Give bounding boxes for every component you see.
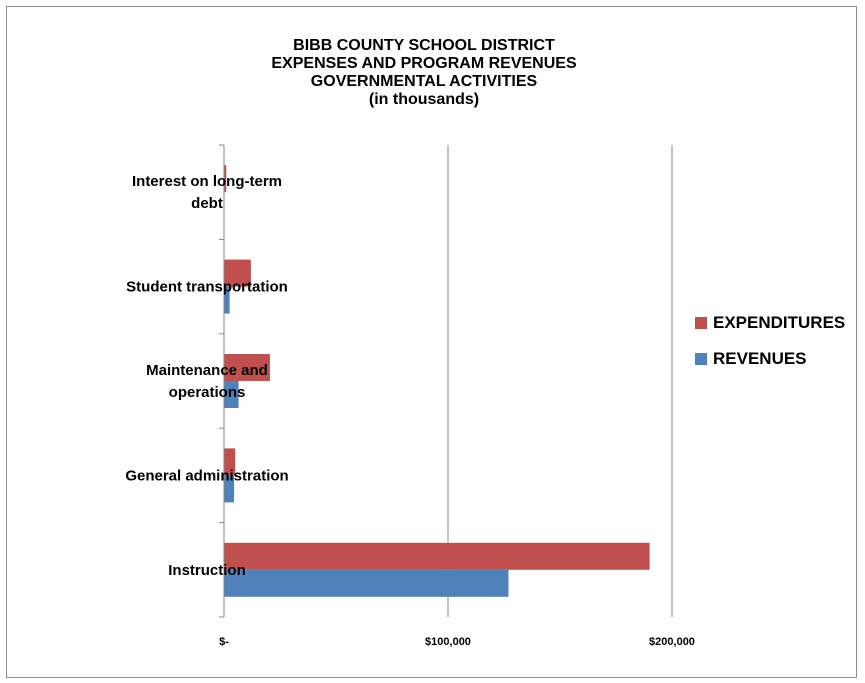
title-line-1: BIBB COUNTY SCHOOL DISTRICT xyxy=(293,37,555,54)
category-label-0-line-1: debt xyxy=(191,195,223,212)
legend-swatch-expenditures xyxy=(695,317,707,329)
category-label-1: Student transportation xyxy=(126,279,288,296)
title-line-4: (in thousands) xyxy=(368,91,480,108)
x-tick-label-1: $100,000 xyxy=(425,636,471,648)
x-tick-label-0: $- xyxy=(219,636,229,648)
title-line-2: EXPENSES AND PROGRAM REVENUES xyxy=(271,55,577,72)
category-label-0-line-0: Interest on long-term xyxy=(132,173,282,190)
bar-expenditures-0 xyxy=(224,165,227,193)
category-label-2-line-0: Maintenance and xyxy=(146,362,268,379)
title-line-3: GOVERNMENTAL ACTIVITIES xyxy=(310,73,538,90)
bar-expenditures-1 xyxy=(224,259,251,287)
chart-frame xyxy=(6,6,857,678)
bar-revenues-1 xyxy=(224,286,230,314)
legend-label-expenditures: EXPENDITURES xyxy=(713,313,845,332)
legend-label-revenues: REVENUES xyxy=(713,349,807,368)
chart-title: BIBB COUNTY SCHOOL DISTRICT EXPENSES AND… xyxy=(224,37,624,109)
category-label-3: General administration xyxy=(125,467,288,484)
x-tick-label-2: $200,000 xyxy=(649,636,695,648)
category-label-4: Instruction xyxy=(168,562,246,579)
bar-expenditures-3 xyxy=(224,448,236,476)
bar-revenues-4 xyxy=(224,569,509,597)
legend-swatch-revenues xyxy=(695,353,707,365)
category-label-2-line-1: operations xyxy=(169,384,246,401)
bar-expenditures-2 xyxy=(224,354,270,381)
bar-revenues-2 xyxy=(224,381,239,408)
bar-expenditures-4 xyxy=(224,542,650,570)
bar-revenues-3 xyxy=(224,475,235,503)
